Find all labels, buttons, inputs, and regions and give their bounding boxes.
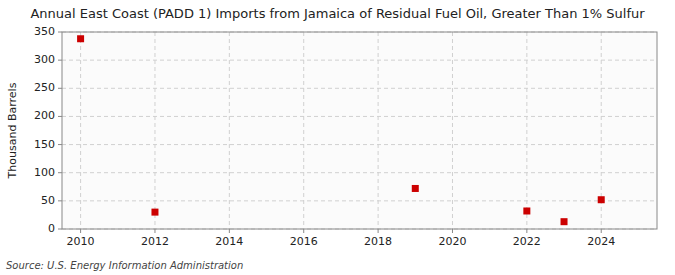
chart: 0 50 100 150 200 250 300 350 2010 2012 2014 2016 201… (0, 0, 675, 275)
x-tick (526, 229, 527, 233)
y-tick (58, 88, 62, 89)
y-tick (58, 144, 62, 145)
point (598, 196, 605, 203)
x-tick-label: 2018 (364, 235, 392, 248)
y-tick (58, 116, 62, 117)
grid-line (452, 32, 453, 229)
y-axis-label: Thousand Barrels (6, 82, 19, 179)
grid-line (62, 88, 657, 89)
x-tick (601, 229, 602, 233)
grid-line (62, 200, 657, 201)
x-tick-label: 2012 (141, 235, 169, 248)
x-tick (80, 229, 81, 233)
x-tick (229, 229, 230, 233)
y-tick-label: 150 (34, 138, 55, 151)
point (523, 207, 530, 214)
axes: 0 50 100 150 200 250 300 350 2010 2012 2014 2016 201… (34, 25, 615, 248)
grid-line (62, 172, 657, 173)
x-tick (378, 229, 379, 233)
y-tick-label: 300 (34, 53, 55, 66)
x-tick (154, 229, 155, 233)
y-tick (58, 229, 62, 230)
y-tick-label: 200 (34, 109, 55, 122)
y-tick (58, 60, 62, 61)
grid-line (154, 32, 155, 229)
point (561, 218, 568, 225)
grid-line (62, 60, 657, 61)
title: Annual East Coast (PADD 1) Imports from … (30, 6, 645, 21)
point (412, 185, 419, 192)
x-tick-label: 2014 (215, 235, 243, 248)
point (151, 209, 158, 216)
x-tick-label: 2016 (290, 235, 318, 248)
plot-area (62, 32, 657, 229)
grid-line (303, 32, 304, 229)
x-tick-label: 2024 (587, 235, 615, 248)
y-tick-label: 50 (41, 194, 55, 207)
y-tick-label: 100 (34, 166, 55, 179)
plot-frame (62, 32, 657, 229)
source: Source: U.S. Energy Information Administ… (6, 260, 243, 271)
y-tick (58, 172, 62, 173)
grid-line (62, 116, 657, 117)
grid-line (526, 32, 527, 229)
points (77, 35, 605, 225)
y-tick (58, 32, 62, 33)
grid-line (62, 144, 657, 145)
point (77, 35, 84, 42)
y-tick-label: 0 (48, 222, 55, 235)
grid-line (229, 32, 230, 229)
x-tick-label: 2020 (438, 235, 466, 248)
y-tick-label: 350 (34, 25, 55, 38)
x-tick-label: 2022 (513, 235, 541, 248)
x-tick-label: 2010 (67, 235, 95, 248)
x-tick (452, 229, 453, 233)
grid-line (80, 32, 81, 229)
grid-line (378, 32, 379, 229)
x-tick (303, 229, 304, 233)
grid (62, 32, 657, 229)
y-tick (58, 200, 62, 201)
y-tick-label: 250 (34, 81, 55, 94)
